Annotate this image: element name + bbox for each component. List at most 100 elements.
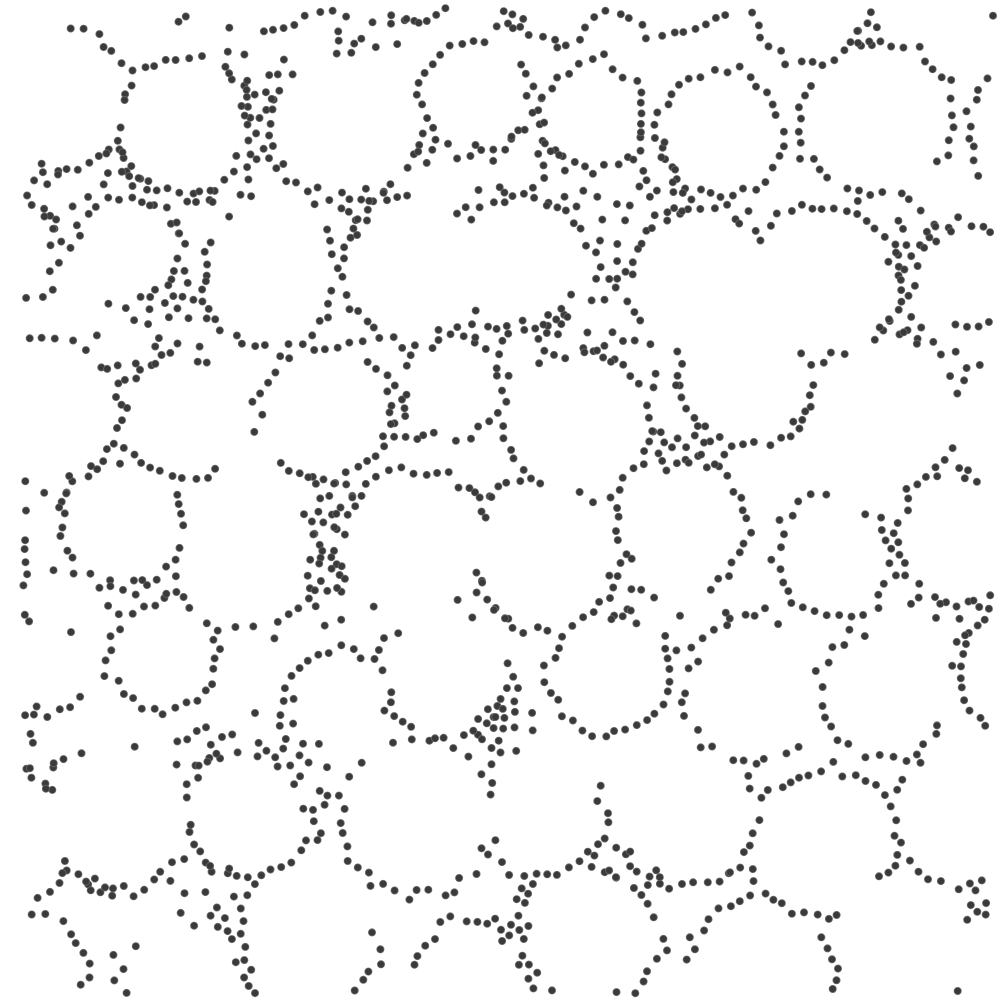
stipple-dot — [877, 38, 884, 45]
stipple-dot — [648, 225, 655, 232]
stipple-dot — [576, 488, 583, 495]
stipple-dot — [614, 258, 621, 265]
stipple-dot — [358, 492, 365, 499]
stipple-dot — [612, 874, 619, 881]
stipple-dot — [750, 438, 757, 445]
stipple-dot — [553, 871, 560, 878]
stipple-dot — [402, 433, 409, 440]
stipple-dot — [341, 805, 348, 812]
stipple-dot — [177, 510, 184, 517]
stipple-dot — [64, 547, 71, 554]
stipple-dot — [627, 373, 634, 380]
stipple-dot — [672, 382, 679, 389]
stipple-dot — [982, 722, 989, 729]
stipple-dot — [511, 698, 518, 705]
stipple-dot — [50, 225, 57, 232]
stipple-dot — [633, 722, 640, 729]
stipple-dot — [977, 714, 984, 721]
stipple-dot — [552, 36, 559, 43]
stipple-dot — [387, 181, 394, 188]
stipple-dot — [930, 338, 937, 345]
stipple-dot — [527, 475, 534, 482]
stipple-dot — [26, 335, 33, 342]
stipple-dot — [947, 95, 954, 102]
stipple-dot — [525, 31, 532, 38]
stipple-dot — [888, 545, 895, 552]
stipple-dot — [845, 740, 852, 747]
stipple-dot — [301, 12, 308, 19]
stipple-dot — [798, 58, 805, 65]
stipple-dot — [142, 64, 149, 71]
stipple-dot — [259, 411, 266, 418]
stipple-dot — [724, 472, 731, 479]
stipple-dot — [515, 912, 522, 919]
stipple-dot — [888, 43, 895, 50]
stipple-dot — [360, 976, 367, 983]
stipple-dot — [224, 48, 231, 55]
stipple-dot — [699, 635, 706, 642]
stipple-dot — [769, 101, 776, 108]
stipple-dot — [730, 757, 737, 764]
stipple-dot — [532, 325, 539, 332]
stipple-dot — [937, 878, 944, 885]
stipple-dot — [812, 667, 819, 674]
stipple-dot — [892, 241, 899, 248]
stipple-dot — [807, 82, 814, 89]
stipple-dot — [581, 163, 588, 170]
stipple-dot — [885, 869, 892, 876]
stipple-dot — [761, 605, 768, 612]
stipple-dot — [779, 784, 786, 791]
stipple-dot — [174, 340, 181, 347]
stipple-dot — [296, 752, 303, 759]
stipple-dot — [707, 586, 714, 593]
stipple-dot — [241, 957, 248, 964]
stipple-dot — [712, 14, 719, 21]
stipple-dot — [68, 931, 75, 938]
stipple-dot — [955, 886, 962, 893]
stipple-dot — [705, 916, 712, 923]
stipple-dot — [22, 478, 29, 485]
stipple-dot — [622, 217, 629, 224]
stipple-dot — [163, 204, 170, 211]
stipple-dot — [917, 759, 924, 766]
stipple-dot — [176, 230, 183, 237]
stipple-dot — [321, 346, 328, 353]
stipple-dot — [440, 734, 447, 741]
stipple-dot — [245, 982, 252, 989]
stipple-dot — [309, 332, 316, 339]
stipple-dot — [234, 749, 241, 756]
stipple-dot — [493, 372, 500, 379]
stipple-dot — [377, 961, 384, 968]
stipple-dot — [486, 418, 493, 425]
stipple-dot — [652, 370, 659, 377]
stipple-dot — [592, 249, 599, 256]
stipple-dot — [778, 434, 785, 441]
stipple-dot — [218, 733, 225, 740]
stipple-dot — [348, 49, 355, 56]
stipple-dot — [118, 168, 125, 175]
stipple-dot — [828, 723, 835, 730]
stipple-dot — [747, 892, 754, 899]
stipple-dot — [691, 946, 698, 953]
stipple-dot — [539, 33, 546, 40]
stipple-dot — [460, 732, 467, 739]
stipple-dot — [664, 209, 671, 216]
stipple-dot — [637, 120, 644, 127]
stipple-dot — [388, 12, 395, 19]
stipple-dot — [515, 127, 522, 134]
stipple-dot — [387, 421, 394, 428]
stipple-dot — [184, 198, 191, 205]
stipple-dot — [280, 745, 287, 752]
stipple-dot — [580, 614, 587, 621]
stipple-dot — [643, 402, 650, 409]
stipple-dot — [490, 725, 497, 732]
stipple-dot — [795, 498, 802, 505]
stipple-dot — [490, 606, 497, 613]
stipple-dot — [484, 323, 491, 330]
stipple-dot — [460, 333, 467, 340]
stipple-dot — [118, 60, 125, 67]
stipple-dot — [907, 600, 914, 607]
stipple-dot — [129, 194, 136, 201]
stipple-dot — [800, 909, 807, 916]
stipple-dot — [606, 867, 613, 874]
